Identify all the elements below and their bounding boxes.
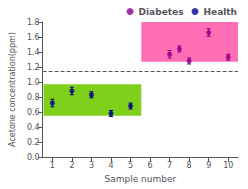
svg-text:7: 7	[167, 161, 172, 170]
svg-text:0.6: 0.6	[27, 108, 40, 117]
svg-text:2: 2	[69, 161, 74, 170]
svg-text:1.4: 1.4	[27, 48, 40, 57]
svg-text:Acetone concentration(ppm): Acetone concentration(ppm)	[8, 32, 17, 147]
svg-text:0.0: 0.0	[27, 153, 40, 162]
svg-text:Sample number: Sample number	[104, 174, 176, 184]
svg-text:9: 9	[206, 161, 211, 170]
svg-text:Diabetes: Diabetes	[139, 7, 184, 17]
svg-text:8: 8	[187, 161, 192, 170]
svg-text:0.8: 0.8	[27, 93, 40, 102]
svg-text:Health: Health	[203, 7, 237, 17]
svg-text:5: 5	[128, 161, 133, 170]
svg-text:1.8: 1.8	[27, 18, 40, 27]
svg-text:3: 3	[89, 161, 94, 170]
svg-text:1.0: 1.0	[27, 78, 40, 87]
svg-text:6: 6	[148, 161, 153, 170]
svg-text:1.6: 1.6	[27, 33, 40, 42]
svg-text:0.4: 0.4	[27, 123, 40, 132]
svg-text:1.2: 1.2	[27, 63, 40, 72]
svg-text:10: 10	[223, 161, 233, 170]
svg-text:4: 4	[108, 161, 113, 170]
svg-text:1: 1	[50, 161, 55, 170]
svg-text:0.2: 0.2	[27, 138, 40, 147]
